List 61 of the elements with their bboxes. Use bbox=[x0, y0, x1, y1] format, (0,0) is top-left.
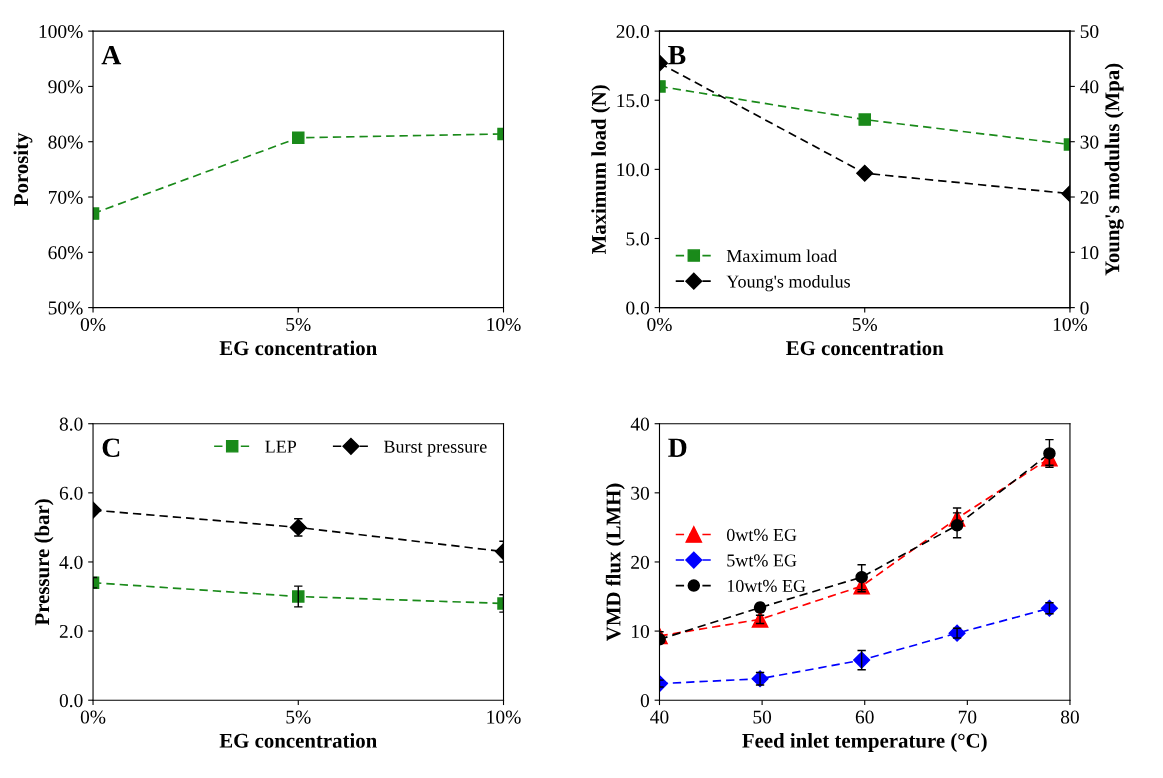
y-axis-title: Porosity bbox=[13, 132, 33, 206]
legend-label: Maximum load bbox=[726, 249, 837, 263]
y-tick-label: 70% bbox=[48, 190, 83, 205]
y2-tick-label: 40 bbox=[1080, 80, 1099, 94]
x-tick-label: 5% bbox=[286, 317, 311, 332]
legend-label: LEP bbox=[265, 440, 297, 453]
y2-tick-label: 0 bbox=[1080, 301, 1089, 315]
y-tick-label: 30 bbox=[631, 486, 650, 500]
y-tick-label: 40 bbox=[630, 417, 650, 431]
y-tick-label: 20.0 bbox=[616, 24, 650, 39]
y2-axis-title: Young's modulus (Mpa) bbox=[1104, 63, 1124, 276]
y-tick-label: 60% bbox=[48, 246, 83, 260]
y-axis-title: Maximum load (N) bbox=[591, 85, 611, 255]
y-tick-label: 0.0 bbox=[59, 694, 83, 708]
y-tick-label: 2.0 bbox=[59, 624, 83, 639]
x-tick-label: 40 bbox=[650, 710, 669, 724]
legend-label: 0wt% EG bbox=[726, 528, 797, 542]
annotation: D bbox=[668, 438, 687, 457]
annotation: A bbox=[101, 45, 122, 65]
y-tick-label: 20 bbox=[631, 555, 650, 569]
y2-tick-label: 10 bbox=[1081, 246, 1099, 260]
y-tick-label: 100% bbox=[39, 24, 83, 39]
y-tick-label: 15.0 bbox=[617, 94, 650, 108]
x-tick-label: 10% bbox=[487, 317, 521, 332]
x-tick-label: 80 bbox=[1060, 710, 1079, 724]
x-tick-label: 70 bbox=[958, 710, 977, 724]
y-tick-label: 6.0 bbox=[59, 486, 83, 500]
legend-label: Young's modulus bbox=[726, 274, 850, 292]
x-tick-label: 0% bbox=[647, 317, 672, 332]
y-tick-label: 50% bbox=[48, 301, 83, 315]
y-tick-label: 4.0 bbox=[59, 555, 83, 569]
annotation: B bbox=[668, 46, 686, 65]
y-axis-title: Pressure (bar) bbox=[34, 499, 54, 626]
x-tick-label: 60 bbox=[855, 710, 874, 724]
x-tick-label: 0% bbox=[80, 317, 106, 332]
y-tick-label: 10.0 bbox=[617, 163, 650, 177]
x-tick-label: 50 bbox=[753, 710, 772, 724]
y-tick-label: 90% bbox=[48, 80, 83, 94]
y-tick-label: 5.0 bbox=[626, 232, 650, 246]
x-tick-label: 0% bbox=[80, 710, 106, 724]
y-tick-label: 10 bbox=[632, 624, 650, 639]
x-tick-label: 10% bbox=[1053, 317, 1088, 332]
y-tick-label: 0.0 bbox=[626, 301, 650, 315]
legend-label: Burst pressure bbox=[383, 440, 487, 457]
y2-tick-label: 20 bbox=[1080, 190, 1099, 204]
x-axis-title: EG concentration bbox=[219, 733, 377, 748]
y-tick-label: 8.0 bbox=[59, 417, 83, 431]
x-tick-label: 10% bbox=[487, 710, 521, 724]
y2-tick-label: 50 bbox=[1080, 24, 1099, 39]
legend-label: 5wt% EG bbox=[727, 554, 797, 567]
x-tick-label: 5% bbox=[286, 710, 311, 724]
x-axis-title: EG concentration bbox=[219, 340, 377, 356]
annotation: C bbox=[102, 438, 120, 458]
legend-label: 10wt% EG bbox=[727, 579, 806, 593]
y-tick-label: 0 bbox=[640, 694, 650, 708]
y2-tick-label: 30 bbox=[1080, 135, 1099, 149]
x-tick-label: 5% bbox=[852, 317, 878, 332]
x-axis-title: EG concentration bbox=[786, 340, 944, 356]
x-axis-title: Feed inlet temperature (°C) bbox=[742, 733, 987, 752]
y-axis-title: VMD flux (LMH) bbox=[605, 483, 625, 641]
y-tick-label: 80% bbox=[48, 135, 83, 149]
